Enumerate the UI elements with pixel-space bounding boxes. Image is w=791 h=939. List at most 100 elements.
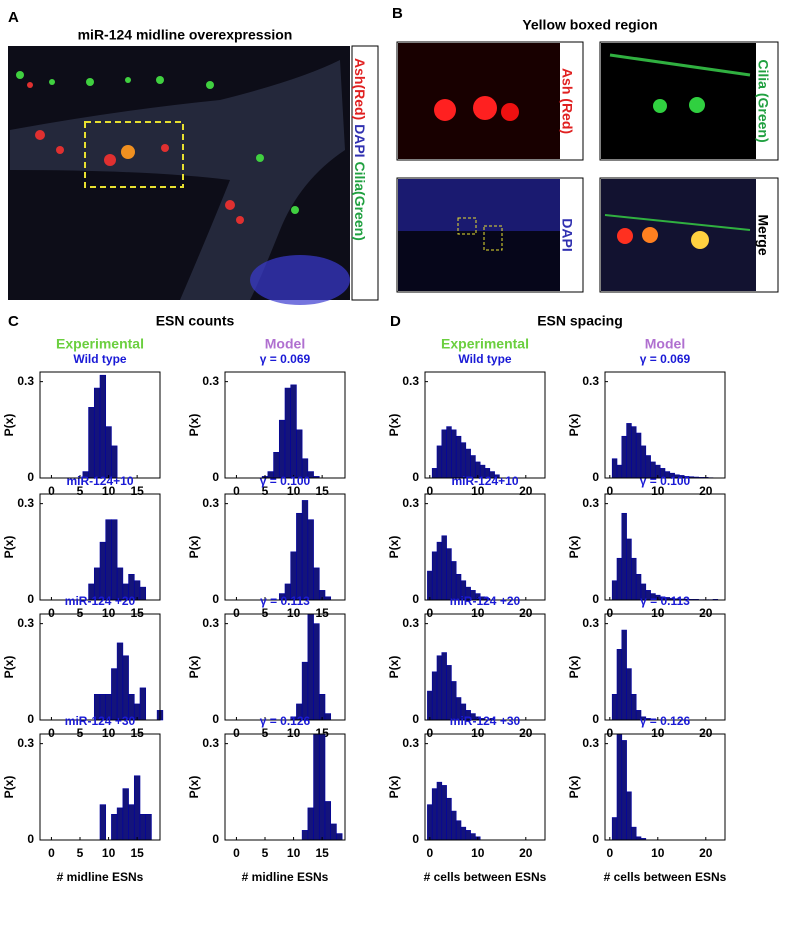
bar: [93, 387, 101, 479]
column-header: Model: [645, 336, 685, 352]
y-tick-label: 0: [212, 592, 219, 606]
panel-title: ESN spacing: [537, 313, 623, 329]
x-tick-label: 20: [699, 606, 713, 620]
x-tick-label: 10: [471, 846, 485, 860]
tile: Merge: [599, 177, 779, 293]
y-tick-label: 0.3: [582, 736, 599, 750]
y-tick-label: 0.3: [402, 736, 419, 750]
bar: [278, 419, 286, 479]
x-tick-label: 5: [262, 846, 269, 860]
bar: [460, 442, 467, 479]
bar: [616, 733, 623, 841]
y-tick-label: 0: [592, 712, 599, 726]
bar: [446, 665, 452, 721]
x-tick-label: 5: [77, 846, 84, 860]
bar: [88, 407, 95, 479]
x-tick-label: 20: [699, 726, 713, 740]
x-tick-label: 10: [102, 606, 116, 620]
bar: [446, 548, 452, 601]
y-axis-label: P(x): [567, 656, 581, 679]
x-tick-label: 10: [287, 726, 301, 740]
chart-title: miR-124 +30: [450, 714, 521, 728]
axes-box: [424, 493, 546, 601]
bar: [133, 775, 141, 841]
x-tick-label: 10: [471, 484, 485, 498]
bar: [431, 671, 438, 721]
x-tick-label: 5: [77, 484, 84, 498]
bar: [631, 826, 637, 841]
bar: [307, 807, 314, 841]
bar: [111, 445, 118, 479]
bar: [139, 687, 147, 721]
bar: [631, 426, 637, 479]
bar: [290, 384, 297, 479]
bar: [441, 535, 447, 601]
y-axis-label: P(x): [2, 536, 16, 559]
bar: [431, 551, 438, 601]
x-tick-label: 10: [651, 726, 665, 740]
x-tick-label: 0: [233, 726, 240, 740]
y-axis-label: P(x): [567, 776, 581, 799]
x-tick-label: 0: [426, 846, 433, 860]
y-axis-label: P(x): [567, 536, 581, 559]
y-tick-label: 0: [412, 470, 419, 484]
x-tick-label: 5: [77, 606, 84, 620]
bar: [105, 519, 112, 601]
axes-box: [39, 493, 161, 601]
y-tick-label: 0: [212, 470, 219, 484]
x-tick-label: 20: [519, 484, 533, 498]
bar: [611, 458, 618, 479]
bar: [455, 820, 462, 841]
bar: [139, 586, 147, 601]
y-axis-label: P(x): [187, 656, 201, 679]
x-tick-label: 0: [426, 606, 433, 620]
y-tick-label: 0.3: [582, 496, 599, 510]
column-header: Model: [265, 336, 305, 352]
y-tick-label: 0: [592, 470, 599, 484]
y-tick-label: 0.3: [17, 736, 34, 750]
bar: [446, 797, 452, 841]
bar: [111, 668, 118, 721]
panel-title: miR-124 midline overexpression: [78, 27, 293, 43]
x-tick-label: 10: [651, 606, 665, 620]
y-tick-label: 0: [412, 832, 419, 846]
bar: [122, 788, 129, 841]
chart-title: miR-124 +20: [65, 594, 136, 608]
y-axis-label: P(x): [187, 536, 201, 559]
bar: [111, 814, 118, 841]
y-tick-label: 0: [212, 712, 219, 726]
column-header: Experimental: [441, 336, 529, 352]
tile-label: Cilia (Green): [755, 59, 771, 142]
x-tick-label: 0: [48, 846, 55, 860]
y-tick-label: 0.3: [17, 496, 34, 510]
bar: [631, 557, 637, 601]
chart-title: miR-124+10: [451, 474, 518, 488]
bar: [139, 814, 147, 841]
y-tick-label: 0: [592, 592, 599, 606]
x-tick-label: 0: [426, 484, 433, 498]
y-tick-label: 0.3: [402, 496, 419, 510]
column-header: Experimental: [56, 336, 144, 352]
axes-box: [39, 613, 161, 721]
axes-box: [424, 371, 546, 479]
bar: [122, 655, 129, 721]
y-tick-label: 0.3: [582, 616, 599, 630]
y-tick-label: 0.3: [402, 374, 419, 388]
bar: [284, 387, 292, 479]
axes-box: [424, 613, 546, 721]
bar: [470, 833, 476, 841]
bar: [616, 464, 623, 479]
x-tick-label: 10: [287, 846, 301, 860]
bar: [446, 426, 452, 479]
axes-box: [604, 371, 726, 479]
chart-title: γ = 0.069: [260, 352, 311, 366]
x-tick-label: 0: [606, 846, 613, 860]
bar: [431, 788, 438, 841]
bar: [611, 580, 618, 601]
x-tick-label: 0: [606, 606, 613, 620]
tile-label: Merge: [755, 214, 771, 255]
chart-title: miR-124 +30: [65, 714, 136, 728]
bar: [441, 785, 447, 841]
axes-box: [39, 733, 161, 841]
y-tick-label: 0: [27, 470, 34, 484]
